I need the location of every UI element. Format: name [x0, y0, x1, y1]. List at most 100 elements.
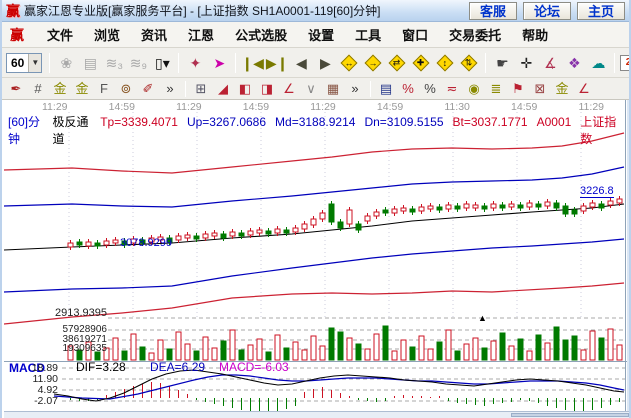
- candle-body: [355, 223, 362, 231]
- hand-icon[interactable]: ☛: [496, 54, 509, 71]
- menu-item-help[interactable]: 帮助: [522, 28, 549, 43]
- note-icon[interactable]: ▤: [83, 54, 97, 71]
- zigzag-icon[interactable]: ∨: [306, 81, 316, 96]
- candle-body: [436, 206, 443, 211]
- gold-grid-1-icon[interactable]: 金: [53, 81, 67, 96]
- last-page-icon[interactable]: ▶❙: [265, 54, 289, 71]
- menu-item-formula-stock-pick[interactable]: 公式选股: [235, 28, 288, 43]
- volume-bar: [328, 327, 335, 361]
- up-value: Up=3267.0686: [186, 115, 267, 129]
- more-2-icon[interactable]: »: [351, 81, 359, 96]
- crosshair-icon[interactable]: ✛: [520, 54, 533, 71]
- menu-logo-icon: 赢: [10, 26, 24, 43]
- candle-body: [310, 218, 317, 226]
- candle-body: [382, 209, 389, 214]
- diamond-up-down-icon[interactable]: ↕: [434, 52, 456, 74]
- candle-body: [472, 204, 479, 209]
- candle-body: [607, 200, 614, 206]
- candle-style-icon[interactable]: ▯▾: [154, 54, 170, 71]
- menu-item-tools[interactable]: 工具: [355, 28, 382, 43]
- menu-item-trade-entrust[interactable]: 交易委托: [449, 28, 502, 43]
- candle-body: [121, 240, 128, 246]
- volume-bar: [571, 335, 578, 361]
- diamond-right-icon[interactable]: →: [362, 52, 384, 74]
- prev-icon[interactable]: ◀: [295, 54, 307, 71]
- angle-ruler-icon[interactable]: ∠: [578, 81, 590, 96]
- spiral-icon[interactable]: ⊚: [120, 81, 132, 96]
- volume-bar: [283, 347, 290, 361]
- chart-area[interactable]: 11:29 14:59 11:29 14:59 11:29 14:59 11:30 14:59…: [4, 100, 627, 411]
- menu-item-news[interactable]: 资讯: [141, 28, 168, 43]
- percent-icon[interactable]: %: [424, 81, 436, 96]
- first-page-icon[interactable]: ❙◀: [241, 54, 264, 71]
- menu-item-window[interactable]: 窗口: [402, 28, 429, 43]
- menu-item-settings[interactable]: 设置: [308, 28, 335, 43]
- more-icon[interactable]: »: [166, 81, 174, 96]
- scrollbar-thumb[interactable]: [511, 413, 629, 417]
- dea-value: DEA=6.29: [150, 360, 206, 374]
- bottom-scrollbar[interactable]: [4, 411, 629, 418]
- percent-red-icon[interactable]: ≂: [446, 81, 458, 96]
- diamond-expand-icon[interactable]: ✚: [410, 52, 432, 74]
- dense-grid-icon[interactable]: ▦: [326, 81, 340, 96]
- flag-pen-icon[interactable]: ⚑: [512, 81, 524, 96]
- menu-item-file[interactable]: 文件: [47, 28, 74, 43]
- gann-tool-icon[interactable]: ✦: [189, 54, 202, 71]
- menu-item-gann[interactable]: 江恩: [188, 28, 215, 43]
- fan-icon[interactable]: ◢: [218, 81, 228, 96]
- chart-canvas[interactable]: [4, 100, 627, 411]
- volume-bar: [67, 345, 74, 361]
- volume-bar: [427, 348, 434, 361]
- gold-bars-icon[interactable]: ≣: [490, 81, 502, 96]
- volume-bar: [373, 333, 380, 361]
- brush-icon[interactable]: ✒: [10, 81, 22, 96]
- percent-line-icon[interactable]: %: [402, 81, 414, 96]
- gold-icon[interactable]: 金: [555, 81, 569, 96]
- volume-bar: [517, 338, 524, 361]
- wave-9-icon[interactable]: ≋₉: [129, 54, 147, 71]
- gold-circle-icon[interactable]: ◉: [468, 81, 480, 96]
- tools-icon[interactable]: ❖: [568, 54, 581, 71]
- candle-body: [499, 204, 506, 209]
- pen-ruler-icon[interactable]: ✐: [142, 81, 154, 96]
- volume-bar: [436, 341, 443, 361]
- candle-body: [427, 205, 434, 210]
- volume-bar: [310, 335, 317, 361]
- volume-bar: [418, 335, 425, 361]
- diamond-left-right-icon[interactable]: ↔: [338, 52, 360, 74]
- diamond-shape: ✚: [412, 54, 430, 71]
- macd-value: MACD=-6.03: [219, 360, 289, 374]
- list-icon[interactable]: ▤: [379, 81, 393, 96]
- gold-grid-2-icon[interactable]: 金: [75, 81, 89, 96]
- angle-lines-icon[interactable]: ∠: [283, 81, 295, 96]
- color-layers-icon[interactable]: ➤: [213, 54, 226, 71]
- right-scroll-strip[interactable]: [627, 100, 629, 418]
- candle-body: [274, 228, 281, 234]
- diamond-all-icon[interactable]: ⇅: [458, 52, 480, 74]
- volume-bar: [193, 350, 200, 361]
- wave-3-icon[interactable]: ≋₃: [105, 54, 124, 71]
- fan-box-icon[interactable]: ◧: [238, 81, 252, 96]
- flower-icon[interactable]: ❀: [60, 54, 73, 71]
- f-grid-icon[interactable]: F: [100, 81, 108, 96]
- brain-icon[interactable]: ☁: [591, 54, 606, 71]
- customer-service-button[interactable]: 客服: [469, 1, 517, 20]
- next-icon[interactable]: ▶: [319, 54, 331, 71]
- macd-dea-line: [53, 374, 625, 400]
- menu-item-browse[interactable]: 浏览: [94, 28, 121, 43]
- angle-measure-icon[interactable]: ∡: [544, 54, 557, 71]
- forum-button[interactable]: 论坛: [523, 1, 571, 20]
- volume-bar: [256, 338, 263, 361]
- calendar-icon[interactable]: 21: [620, 54, 629, 71]
- period-dropdown[interactable]: 60 ▼: [6, 52, 43, 73]
- box-fan-icon[interactable]: ◨: [260, 81, 274, 96]
- diamond-swap-icon[interactable]: ⇄: [386, 52, 408, 74]
- home-button[interactable]: 主页: [577, 1, 625, 20]
- chevron-down-icon[interactable]: ▼: [28, 53, 42, 72]
- titlebar-buttons: 客服 论坛 主页: [469, 1, 625, 20]
- time-tick-label: 11:29: [310, 101, 336, 113]
- candle-body: [571, 209, 578, 215]
- box-grid-icon[interactable]: ⊞: [195, 81, 207, 96]
- grid-x-icon[interactable]: ⊠: [534, 81, 546, 96]
- grid-icon[interactable]: #: [34, 81, 42, 96]
